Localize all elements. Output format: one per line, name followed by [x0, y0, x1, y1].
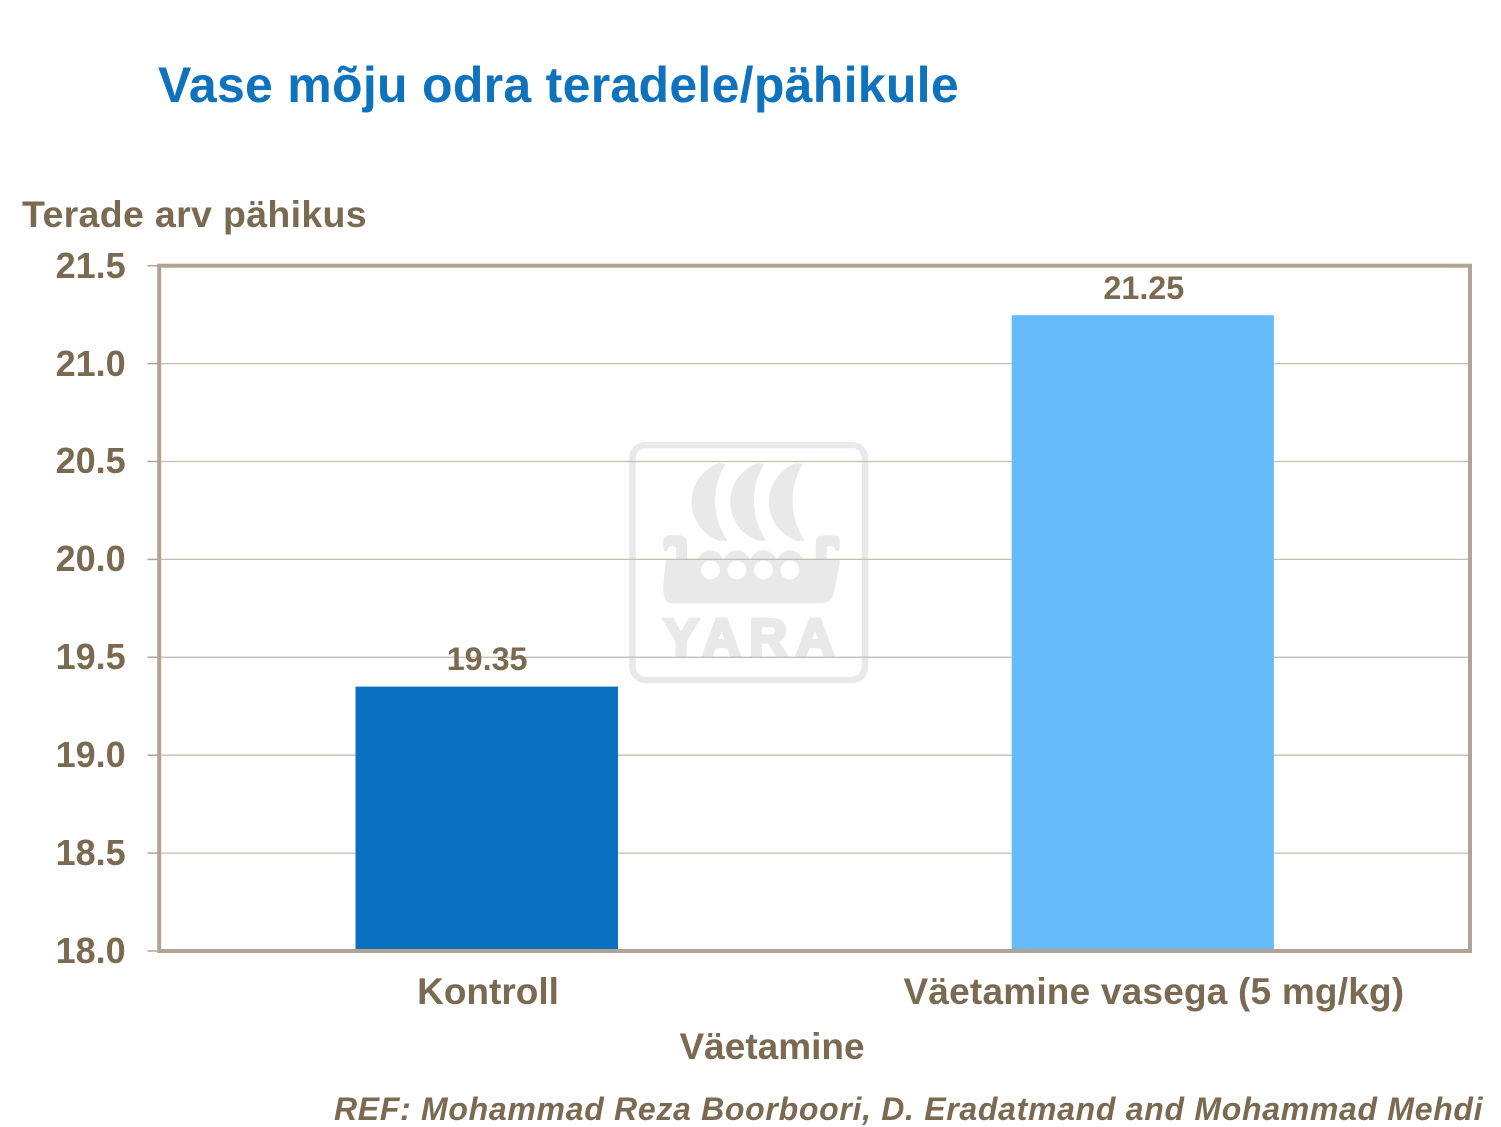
svg-text:YARA: YARA: [663, 609, 842, 668]
